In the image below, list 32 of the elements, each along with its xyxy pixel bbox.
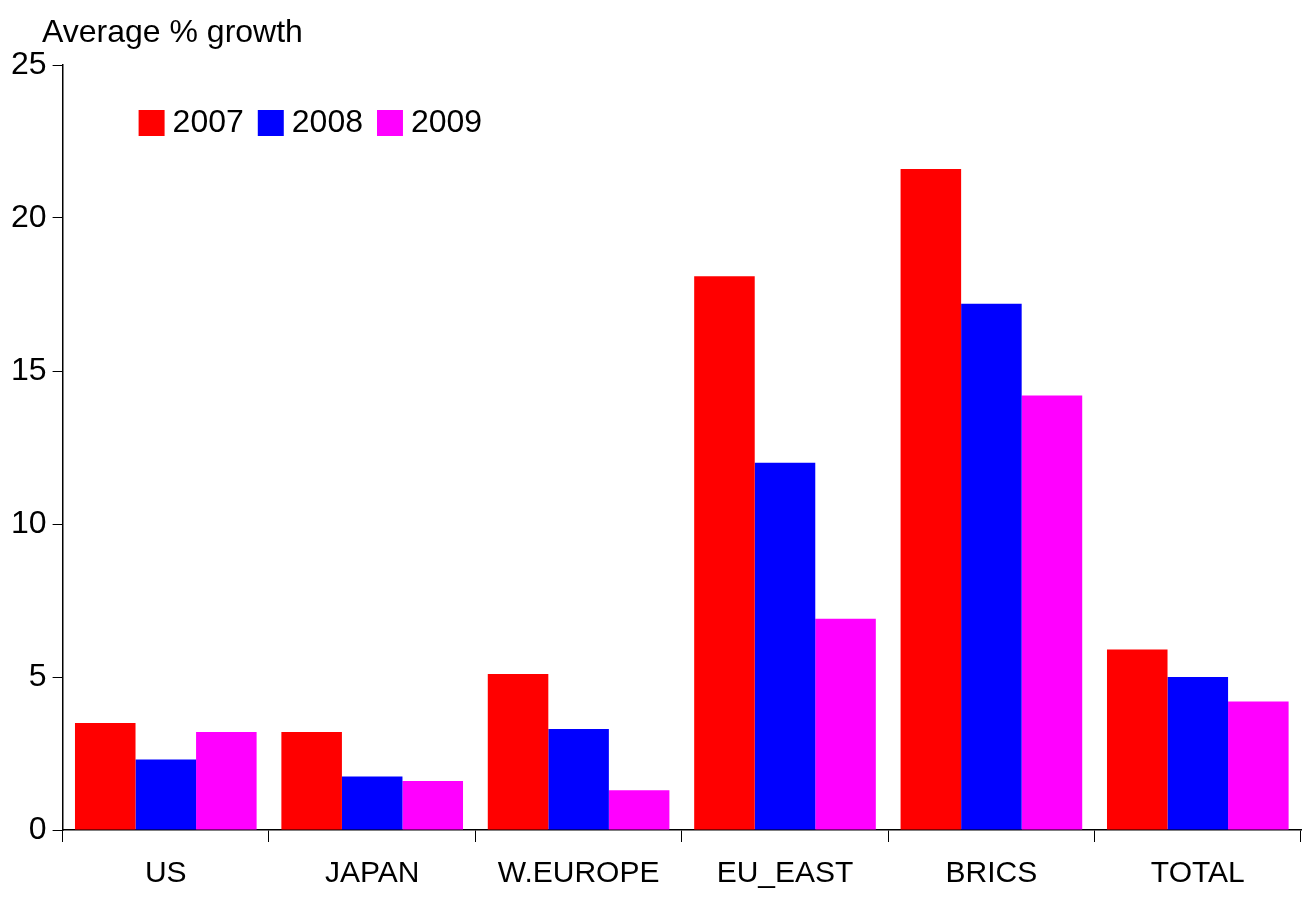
bar — [341, 776, 403, 830]
bar — [1106, 649, 1168, 830]
y-tick-label: 0 — [28, 809, 47, 846]
bar — [754, 462, 816, 830]
bar — [135, 759, 197, 830]
y-tick-label: 20 — [11, 197, 47, 234]
bar — [815, 618, 876, 830]
bar — [281, 732, 342, 830]
bar — [196, 732, 257, 830]
legend-label: 2007 — [172, 102, 244, 139]
y-tick-label: 10 — [11, 503, 47, 540]
x-tick-label: BRICS — [945, 855, 1038, 889]
x-tick-label: TOTAL — [1150, 855, 1245, 889]
x-tick-label: W.EUROPE — [497, 855, 660, 889]
x-tick-label: US — [144, 855, 187, 889]
x-tick-label: JAPAN — [324, 855, 420, 889]
bar — [548, 729, 609, 830]
bar — [1228, 701, 1289, 830]
x-tick-label: EU_EAST — [716, 855, 854, 889]
bar — [74, 722, 136, 830]
bar — [1021, 395, 1083, 830]
bar — [1167, 677, 1229, 830]
bar — [402, 781, 464, 830]
legend-label: 2009 — [410, 102, 483, 139]
y-tick-label: 5 — [28, 656, 47, 693]
y-tick-label: 15 — [11, 350, 47, 387]
bar — [608, 790, 670, 830]
bar — [900, 169, 962, 830]
bar — [961, 303, 1022, 830]
legend-label: 2008 — [291, 102, 363, 139]
bar — [487, 673, 549, 830]
bar — [694, 276, 755, 830]
